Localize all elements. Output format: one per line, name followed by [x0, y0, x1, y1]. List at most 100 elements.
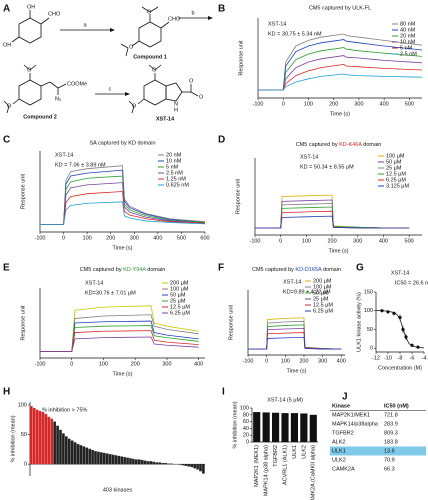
- x-tick-label: 100: [281, 358, 290, 364]
- step-label: c: [109, 86, 112, 92]
- series-line: [258, 63, 423, 91]
- legend-label: 50 μM: [313, 290, 329, 296]
- atom-label: CHO: [168, 16, 181, 22]
- panel-label: H: [3, 387, 10, 398]
- bar: [262, 412, 270, 442]
- y-tick-label: 20: [243, 433, 249, 439]
- atom-label: H: [174, 107, 178, 113]
- ring: [165, 82, 183, 102]
- data-point: [410, 343, 414, 347]
- data-point: [404, 335, 408, 339]
- annotation: KD = 50.34 ± 8.55 μM: [300, 164, 354, 170]
- bond: [29, 64, 37, 71]
- chart-title: CM5 captured by KD-K46A domain: [296, 142, 382, 148]
- series-line: [255, 215, 410, 229]
- bar: [50, 418, 54, 465]
- legend-label: 2.5 nM: [400, 51, 417, 57]
- x-tick-label: 200: [329, 101, 338, 107]
- legend-label: 100 μM: [386, 153, 405, 159]
- legend-label: 25 μM: [313, 296, 329, 302]
- series-line: [255, 210, 410, 229]
- bar: [300, 413, 308, 442]
- panel-label: A: [3, 4, 10, 15]
- x-axis-label: 403 kinases: [103, 487, 133, 493]
- panel-label: J: [342, 392, 348, 403]
- x-tick-label: 200: [131, 361, 140, 367]
- x-tick-label: 100: [99, 361, 108, 367]
- atom-label: O: [7, 103, 12, 109]
- table-header: IC50 (nM): [384, 403, 409, 409]
- arrowhead: [208, 16, 213, 20]
- atom-label: O: [152, 67, 157, 73]
- bar: [47, 416, 51, 465]
- x-tick-label: ULK2: [301, 445, 307, 459]
- table-cell: MAPK14/p38alpha: [332, 421, 379, 427]
- legend-label: 80 nM: [400, 21, 416, 27]
- x-tick-label: CAMK2A (CaMKII alpha): [311, 445, 317, 500]
- panel-label: E: [3, 263, 10, 274]
- bar: [44, 413, 48, 465]
- atom-label: OH: [3, 42, 11, 48]
- bond: [125, 47, 129, 57]
- series-line: [258, 39, 423, 91]
- title-part: KD-D165A: [295, 267, 322, 273]
- y-tick-label: 80: [243, 412, 249, 418]
- table-cell: ULK1: [332, 448, 346, 454]
- panel-label: I: [222, 387, 225, 398]
- atom-label: N: [174, 101, 178, 107]
- data-point: [380, 309, 384, 313]
- series-line: [40, 201, 206, 226]
- y-tick-label: 150: [364, 289, 373, 295]
- bar: [170, 463, 173, 465]
- atom-label: COOMe: [67, 81, 87, 87]
- atom-label: CHO: [48, 11, 61, 17]
- x-tick-label: 200: [106, 235, 115, 241]
- annotation: XST-14: [55, 152, 73, 158]
- table-cell: 283.9: [384, 421, 398, 427]
- table-cell: TGFBR2: [332, 430, 354, 436]
- annotation: XST-14: [300, 154, 318, 160]
- bar: [67, 438, 71, 465]
- x-tick-label: 400: [380, 101, 389, 107]
- legend-label: 6.25 μM: [386, 177, 406, 183]
- atom-label: N₃: [55, 96, 61, 102]
- series-line: [258, 73, 423, 91]
- y-tick-label: 50: [21, 432, 27, 438]
- bond: [40, 17, 50, 25]
- bond: [131, 40, 140, 47]
- x-tick-label: 400: [337, 358, 346, 364]
- bond: [141, 6, 151, 13]
- bar: [164, 462, 167, 465]
- arrowhead: [125, 92, 130, 96]
- data-point: [401, 327, 405, 332]
- legend-label: 20 nM: [400, 33, 416, 39]
- title-part: CM5 captured by: [80, 267, 123, 273]
- bar: [100, 452, 103, 465]
- series-line: [248, 332, 342, 350]
- y-tick-label: 40: [243, 426, 249, 432]
- bar: [76, 444, 80, 465]
- ring: [18, 79, 42, 106]
- bar: [132, 458, 135, 465]
- bar: [281, 413, 289, 442]
- bond: [128, 100, 135, 107]
- bond: [154, 64, 162, 71]
- annotation: XST-14: [268, 21, 286, 27]
- x-tick-label: 300: [354, 101, 363, 107]
- step-label: a: [83, 22, 87, 28]
- bond: [120, 43, 129, 49]
- x-tick-label: -100: [249, 238, 260, 244]
- x-tick-label: -100: [242, 358, 253, 364]
- chart-title: CM5 captured by ULK-FL: [309, 5, 371, 11]
- legend-label: 25 μM: [170, 298, 186, 304]
- y-axis-label: Response unit: [228, 304, 234, 340]
- y-axis-label: ULK1 kinase activity (%): [356, 292, 362, 352]
- legend-label: 6.25 μM: [170, 310, 190, 316]
- legend-label: 50 μM: [386, 159, 402, 165]
- legend-label: 6.25 μM: [313, 308, 333, 314]
- x-axis-label: Concentration (M): [378, 365, 422, 371]
- annotation: KD = 30.75 ± 5.34 nM: [268, 31, 322, 37]
- bond: [148, 64, 156, 71]
- x-tick-label: 400: [194, 361, 203, 367]
